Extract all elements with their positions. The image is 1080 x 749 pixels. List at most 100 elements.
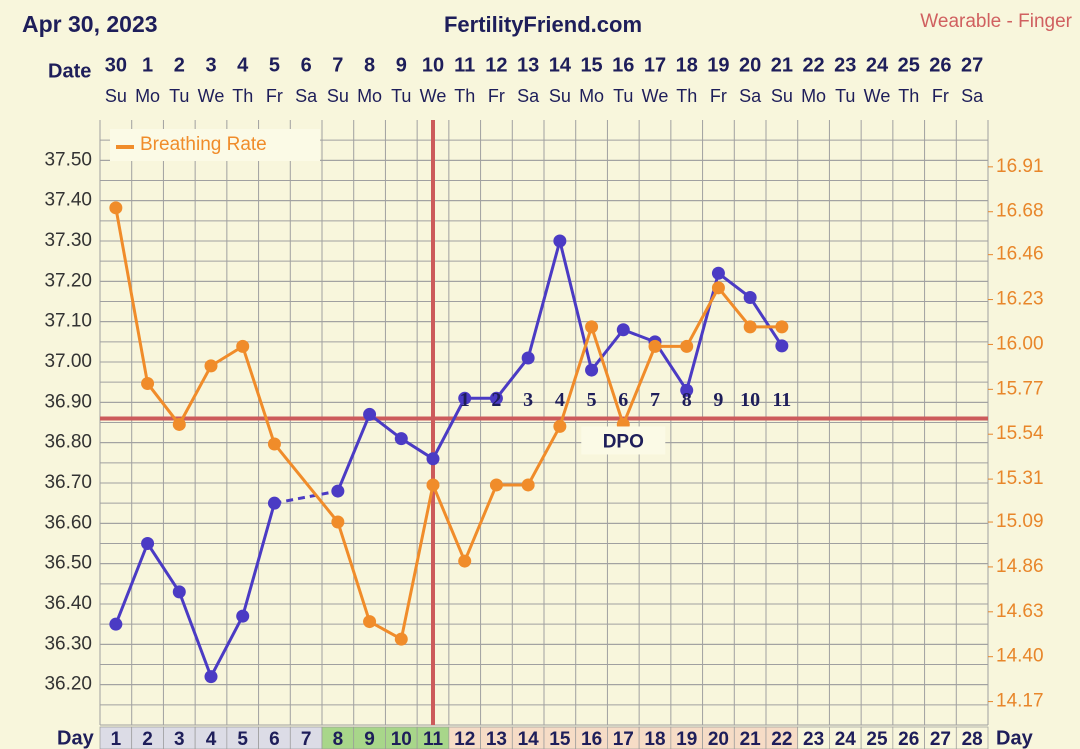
y-tick-label: 36.30: [44, 633, 92, 654]
x-tick-label: 28: [962, 729, 983, 749]
data-point: [775, 339, 789, 353]
weekday-label: Tu: [835, 86, 855, 106]
x-tick-label: 14: [518, 729, 540, 749]
date-label: 5: [269, 54, 280, 76]
data-point: [172, 585, 186, 599]
date-label: 15: [580, 54, 602, 76]
dpo-label: 3: [523, 389, 533, 411]
weekday-label: Mo: [801, 86, 826, 106]
x-tick-label: 24: [835, 729, 857, 749]
date-label: 30: [105, 54, 127, 76]
date-label: 3: [205, 54, 216, 76]
weekday-label: Mo: [579, 86, 604, 106]
y2-tick-label: 16.68: [996, 201, 1044, 222]
dpo-box: [581, 426, 666, 455]
y2-tick-label: 15.77: [996, 378, 1044, 399]
date-label: 17: [644, 54, 666, 76]
legend-label: Breathing Rate: [140, 134, 267, 155]
x-tick-label: 9: [364, 729, 375, 749]
y2-tick-label: 14.86: [996, 556, 1044, 577]
data-point: [363, 615, 377, 629]
x-tick-label: 10: [391, 729, 412, 749]
x-tick-label: 18: [644, 729, 665, 749]
data-point: [204, 359, 218, 373]
data-point: [711, 281, 725, 295]
x-tick-label: 17: [613, 729, 634, 749]
date-label: 22: [802, 54, 824, 76]
day-label: Day: [996, 727, 1034, 749]
data-point: [743, 290, 757, 304]
x-tick-label: 11: [423, 729, 444, 749]
y2-tick-label: 14.40: [996, 646, 1044, 667]
data-point: [426, 478, 440, 492]
weekday-label: Th: [232, 86, 253, 106]
x-tick-label: 7: [301, 729, 312, 749]
date-label: 20: [739, 54, 761, 76]
dpo-label: 1: [460, 389, 470, 411]
weekday-label: Tu: [391, 86, 411, 106]
gap-line: [274, 489, 339, 505]
x-tick-label: 4: [206, 729, 217, 749]
data-point: [680, 383, 694, 397]
data-point: [331, 515, 345, 529]
date-label: 12: [485, 54, 507, 76]
date-label: 10: [422, 54, 444, 76]
x-tick-label: 27: [930, 729, 951, 749]
data-point: [521, 478, 535, 492]
x-tick-label: 20: [708, 729, 729, 749]
data-point: [585, 320, 599, 334]
x-tick-label: 21: [740, 729, 762, 749]
data-point: [394, 632, 408, 646]
weekday-label: Su: [771, 86, 793, 106]
weekday-label: Th: [898, 86, 919, 106]
weekday-label: Su: [105, 86, 127, 106]
y2-tick-label: 14.63: [996, 601, 1044, 622]
weekday-label: Sa: [739, 86, 762, 106]
weekday-label: We: [420, 86, 447, 106]
weekday-label: Tu: [613, 86, 633, 106]
date-label: 16: [612, 54, 634, 76]
date-label: 2: [174, 54, 185, 76]
x-tick-label: 16: [581, 729, 602, 749]
data-point: [458, 554, 472, 568]
x-tick-label: 19: [676, 729, 697, 749]
x-tick-label: 3: [174, 729, 185, 749]
weekday-label: Fr: [710, 86, 727, 106]
weekday-label: Th: [676, 86, 697, 106]
data-point: [489, 478, 503, 492]
chart-title: FertilityFriend.com: [444, 12, 642, 37]
data-point: [426, 452, 440, 466]
dpo-label: 6: [618, 389, 628, 411]
y-tick-label: 37.20: [44, 270, 92, 291]
data-point: [109, 201, 123, 215]
data-point: [109, 617, 123, 631]
dpo-label: 8: [682, 389, 692, 411]
data-point: [585, 363, 599, 377]
date-label: 13: [517, 54, 539, 76]
date-label: 6: [301, 54, 312, 76]
day-label: Day: [57, 727, 95, 749]
data-point: [141, 537, 155, 550]
weekday-label: Th: [454, 86, 475, 106]
chart-date: Apr 30, 2023: [22, 11, 158, 37]
x-tick-label: 6: [269, 729, 280, 749]
date-label: 27: [961, 54, 983, 76]
weekday-label: Mo: [357, 86, 382, 106]
x-tick-label: 15: [549, 729, 571, 749]
date-label: 9: [396, 54, 407, 76]
dpo-title: DPO: [603, 431, 644, 452]
date-label: 25: [898, 54, 920, 76]
weekday-label: Fr: [266, 86, 283, 106]
y2-tick-label: 15.54: [996, 423, 1044, 444]
data-point: [775, 320, 789, 334]
y-tick-label: 36.90: [44, 391, 92, 412]
data-point: [267, 496, 281, 510]
weekday-label: Su: [327, 86, 349, 106]
x-tick-label: 22: [771, 729, 792, 749]
date-label: 14: [549, 54, 572, 76]
date-label: 24: [866, 54, 889, 76]
y-tick-label: 36.60: [44, 512, 92, 533]
y-tick-label: 36.50: [44, 553, 92, 574]
weekday-label: Fr: [488, 86, 505, 106]
legend-swatch: [116, 145, 134, 149]
